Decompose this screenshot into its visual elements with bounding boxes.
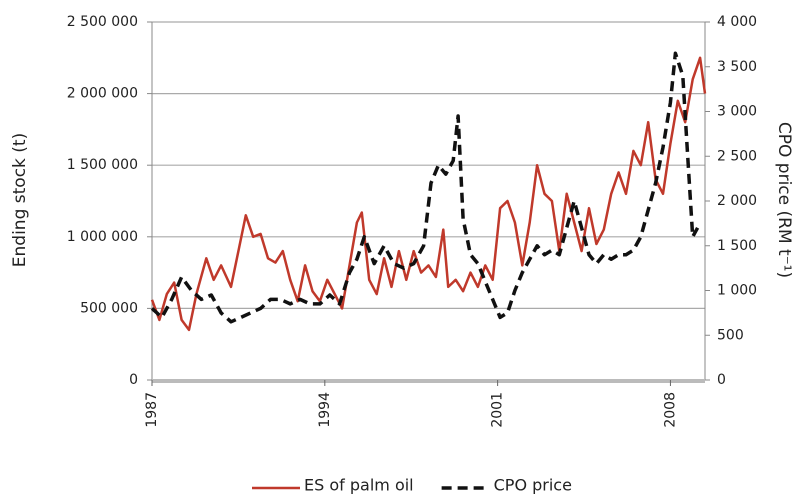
y2-tick-label: 2 000 — [717, 193, 757, 209]
y2-tick-label: 1 500 — [717, 238, 757, 254]
series-line — [150, 51, 700, 324]
y-tick-label: 500 000 — [80, 300, 138, 316]
y-tick-label: 1 000 000 — [67, 229, 138, 245]
y2-tick-label: 500 — [717, 327, 744, 343]
y2-tick-label: 1 000 — [717, 283, 757, 299]
y2-tick-label: 2 500 — [717, 148, 757, 164]
y2-tick-label: 3 000 — [717, 104, 757, 120]
series-line — [150, 56, 707, 332]
legend-label: CPO price — [494, 476, 572, 495]
y2-tick-label: 3 500 — [717, 59, 757, 75]
y2-tick-label: 4 000 — [717, 14, 757, 30]
y-tick-label: 2 000 000 — [67, 86, 138, 102]
y-axis-title: Ending stock (t) — [10, 133, 30, 267]
legend-label: ES of palm oil — [304, 476, 414, 495]
x-tick-label: 2001 — [490, 392, 506, 428]
y2-axis-title: CPO price (RM t⁻¹) — [774, 122, 794, 278]
x-tick-label: 1994 — [317, 392, 333, 428]
y2-tick-label: 0 — [717, 372, 726, 388]
x-tick-label: 2008 — [662, 392, 678, 428]
x-axis — [152, 379, 705, 383]
y-tick-label: 1 500 000 — [67, 157, 138, 173]
x-tick-label: 1987 — [144, 392, 160, 428]
y-tick-label: 0 — [129, 372, 138, 388]
y-tick-label: 2 500 000 — [67, 14, 138, 30]
